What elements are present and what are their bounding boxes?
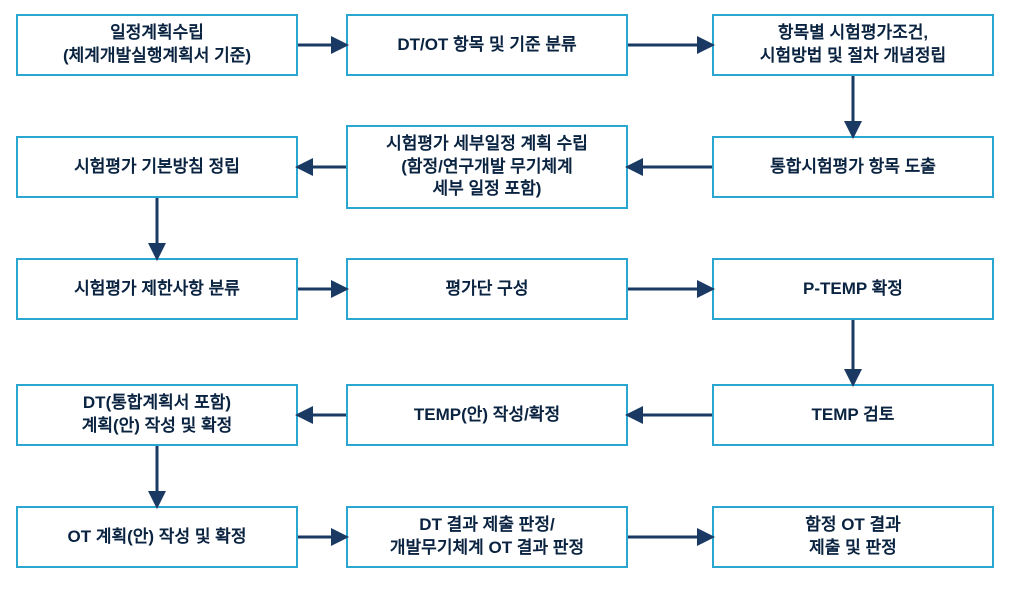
flow-node-label: TEMP(안) 작성/확정 — [414, 404, 560, 427]
flow-node-label: 평가단 구성 — [446, 278, 529, 301]
flow-node-n14: DT 결과 제출 판정/개발무기체계 OT 결과 판정 — [346, 506, 628, 568]
flow-node-label: TEMP 검토 — [812, 404, 895, 427]
flow-node-n15: 함정 OT 결과제출 및 판정 — [712, 506, 994, 568]
flow-node-n6: 시험평가 기본방침 정립 — [16, 136, 298, 198]
flow-node-label: OT 계획(안) 작성 및 확정 — [68, 526, 247, 549]
flow-node-n2: DT/OT 항목 및 기준 분류 — [346, 14, 628, 76]
flow-node-n8: 평가단 구성 — [346, 258, 628, 320]
flow-node-n9: P-TEMP 확정 — [712, 258, 994, 320]
flow-node-n11: TEMP(안) 작성/확정 — [346, 384, 628, 446]
flow-node-label: DT(통합계획서 포함)계획(안) 작성 및 확정 — [82, 392, 233, 438]
flow-node-n7: 시험평가 제한사항 분류 — [16, 258, 298, 320]
flow-node-n3: 항목별 시험평가조건,시험방법 및 절차 개념정립 — [712, 14, 994, 76]
flow-node-label: DT 결과 제출 판정/개발무기체계 OT 결과 판정 — [390, 514, 584, 560]
flow-node-label: 일정계획수립(체계개발실행계획서 기준) — [63, 22, 251, 68]
flow-node-label: 통합시험평가 항목 도출 — [770, 156, 936, 179]
flow-node-label: 시험평가 세부일정 계획 수립(함정/연구개발 무기체계세부 일정 포함) — [386, 133, 588, 202]
flow-node-n10: TEMP 검토 — [712, 384, 994, 446]
flow-node-n5: 시험평가 세부일정 계획 수립(함정/연구개발 무기체계세부 일정 포함) — [346, 125, 628, 209]
flow-node-n13: OT 계획(안) 작성 및 확정 — [16, 506, 298, 568]
flow-node-label: 시험평가 기본방침 정립 — [74, 156, 240, 179]
flow-node-n1: 일정계획수립(체계개발실행계획서 기준) — [16, 14, 298, 76]
flow-node-label: 함정 OT 결과제출 및 판정 — [805, 514, 901, 560]
flow-node-label: P-TEMP 확정 — [803, 278, 903, 301]
flow-node-label: 항목별 시험평가조건,시험방법 및 절차 개념정립 — [760, 22, 946, 68]
flow-node-label: 시험평가 제한사항 분류 — [74, 278, 240, 301]
flow-node-n12: DT(통합계획서 포함)계획(안) 작성 및 확정 — [16, 384, 298, 446]
flow-node-n4: 통합시험평가 항목 도출 — [712, 136, 994, 198]
flow-node-label: DT/OT 항목 및 기준 분류 — [397, 34, 576, 57]
